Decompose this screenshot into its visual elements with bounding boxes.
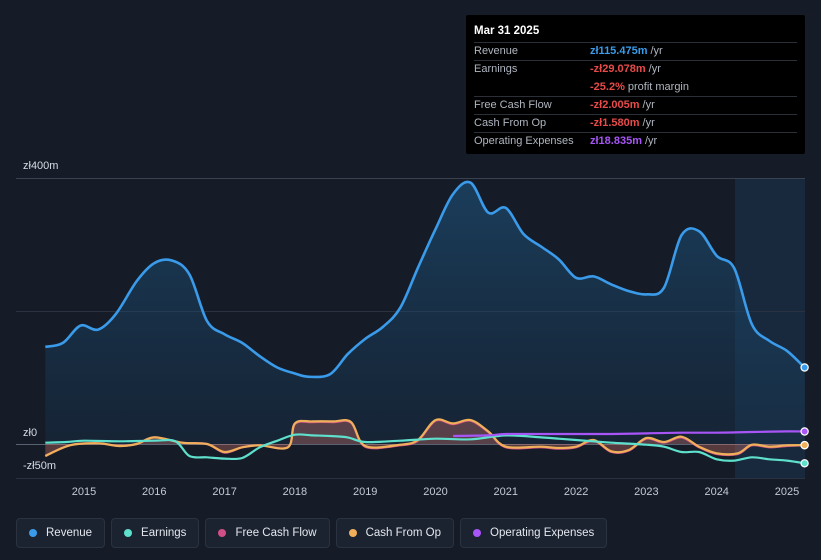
legend-label: Revenue [46,527,93,539]
revenue-end-marker[interactable] [800,363,809,372]
cash-from-op-area [45,419,805,456]
tooltip-row-label: Earnings [474,63,518,75]
tooltip-row-unit: profit margin [627,81,689,93]
revenue-line [45,180,806,379]
tooltip-row: -25.2% profit margin [474,78,797,96]
earnings-end-marker[interactable] [800,459,809,468]
tooltip-row-label: Free Cash Flow [474,99,552,111]
legend-label: Free Cash Flow [235,527,317,539]
y-tick-label-bottom: -zł50m [23,460,57,472]
legend-label: Operating Expenses [490,527,595,539]
y-tick-label-top: zł400m [23,160,59,172]
x-tick-label: 2017 [212,486,236,498]
x-tick-label: 2021 [494,486,518,498]
legend: Revenue Earnings Free Cash Flow Cash From O… [16,518,608,548]
x-tick-label: 2020 [423,486,447,498]
tooltip-date: Mar 31 2025 [474,25,540,37]
x-tick-label: 2016 [142,486,166,498]
tooltip-row-label [474,79,590,96]
y-tick-label-zero: zł0 [23,427,38,439]
tooltip-row-label: Revenue [474,45,519,57]
tooltip-row-value: zł18.835m [590,135,642,147]
free-cash-flow-area [45,420,805,456]
legend-dot-icon [29,529,37,537]
tooltip-row-value: -zł1.580m [590,117,640,129]
legend-item-free-cash-flow[interactable]: Free Cash Flow [205,518,330,548]
legend-item-revenue[interactable]: Revenue [16,518,106,548]
tooltip-row-unit: /yr [642,117,655,129]
tooltip-row: Free Cash Flow -zł2.005m/yr [474,96,797,114]
operating-expenses-line [453,430,805,438]
legend-dot-icon [473,529,482,537]
tooltip-row-label: Operating Expenses [474,135,574,147]
tooltip-row: Revenue zł115.475m/yr [474,42,797,60]
legend-dot-icon [124,529,133,537]
tooltip-row-value: -zł29.078m [590,63,646,75]
cash-from-op-end-marker[interactable] [800,440,809,450]
x-tick-label: 2025 [775,486,799,498]
tooltip-row-value: zł115.475m [590,45,648,57]
earnings-line [45,433,805,465]
operating-expenses-end-marker[interactable] [800,427,809,436]
tooltip-row-value: -25.2% [590,81,625,93]
tooltip-row: Operating Expenses zł18.835m/yr [474,132,797,150]
legend-label: Earnings [141,527,187,539]
legend-label: Cash From Op [365,527,442,539]
tooltip-row-unit: /yr [642,99,655,111]
revenue-area [45,181,805,444]
tooltip-row-unit: /yr [650,45,663,57]
tooltip-row-value: -zł2.005m [590,99,640,111]
legend-item-operating-expenses[interactable]: Operating Expenses [460,518,608,548]
tooltip-row: Earnings -zł29.078m/yr [474,60,797,78]
x-tick-label: 2022 [564,486,588,498]
x-tick-label: 2018 [283,486,307,498]
tooltip-row-unit: /yr [648,63,661,75]
x-tick-label: 2024 [704,486,728,498]
tooltip-row: Cash From Op -zł1.580m/yr [474,114,797,132]
legend-item-earnings[interactable]: Earnings [111,518,200,548]
cash-from-op-line [44,418,805,458]
legend-dot-icon [348,529,357,537]
legend-dot-icon [218,529,227,537]
tooltip-row-unit: /yr [644,135,658,147]
legend-item-cash-from-op[interactable]: Cash From Op [335,518,455,548]
tooltip-row-label: Cash From Op [474,117,547,129]
tooltip-panel: Mar 31 2025 Revenue zł115.475m/yr Earnings… [466,15,805,154]
x-tick-label: 2019 [353,486,377,498]
x-tick-label: 2015 [72,486,96,498]
x-tick-label: 2023 [634,486,658,498]
